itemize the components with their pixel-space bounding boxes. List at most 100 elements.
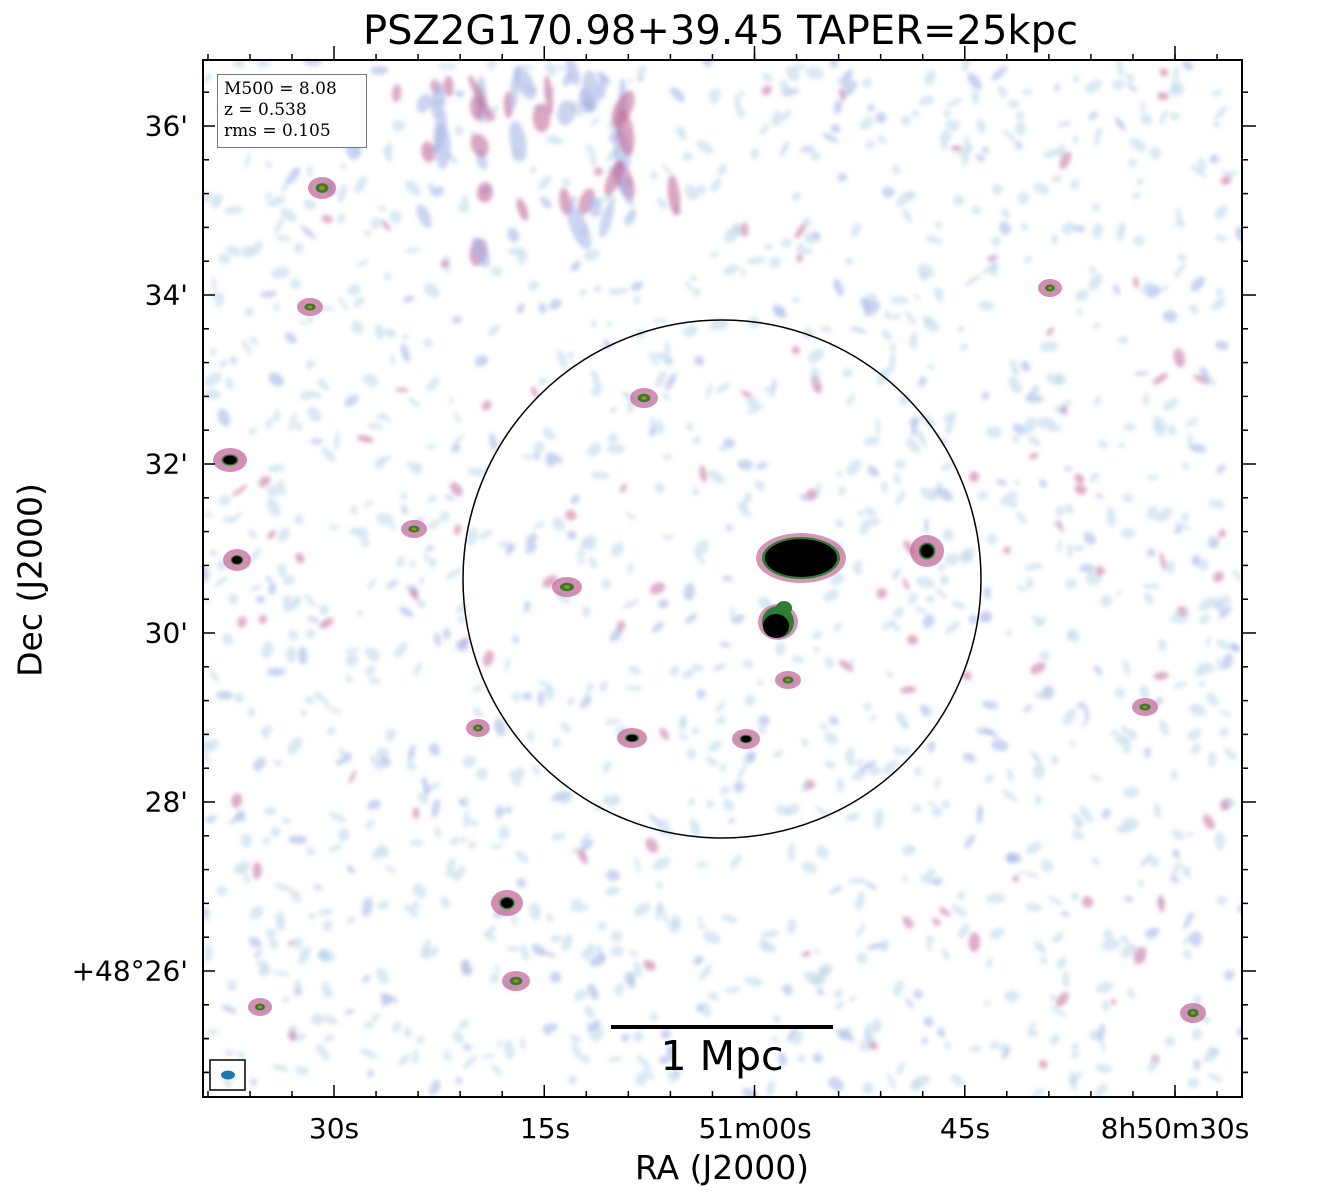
noise-blob <box>319 617 334 629</box>
noise-blob <box>1079 563 1095 573</box>
noise-blob <box>243 874 251 884</box>
noise-blob <box>772 749 784 758</box>
noise-blob <box>540 196 552 209</box>
noise-blob <box>308 912 316 920</box>
noise-blob <box>865 881 878 891</box>
noise-blob <box>1051 175 1063 183</box>
noise-blob <box>1122 493 1133 503</box>
noise-blob <box>956 891 965 900</box>
noise-blob <box>1033 762 1046 780</box>
noise-blob <box>537 690 545 707</box>
noise-blob <box>900 686 917 694</box>
noise-blob <box>285 332 297 344</box>
noise-blob <box>273 409 281 422</box>
noise-blob <box>977 491 989 500</box>
noise-blob <box>859 116 874 131</box>
noise-blob <box>989 927 1005 940</box>
noise-blob <box>589 954 607 967</box>
noise-blob <box>801 738 809 747</box>
noise-blob <box>240 833 253 848</box>
noise-blob <box>669 665 680 677</box>
noise-blob <box>696 689 706 699</box>
noise-blob <box>391 84 402 103</box>
noise-blob <box>649 427 657 437</box>
noise-blob <box>986 255 999 262</box>
noise-blob <box>277 527 291 542</box>
noise-blob <box>764 243 774 250</box>
noise-blob <box>275 235 292 242</box>
noise-blob <box>443 1049 453 1054</box>
noise-blob <box>923 1016 934 1027</box>
noise-blob <box>670 87 685 102</box>
noise-blob <box>503 806 513 814</box>
x-tick-label: 51m00s <box>698 1112 812 1145</box>
noise-blob <box>320 953 330 963</box>
noise-blob <box>440 259 449 268</box>
noise-blob <box>274 883 292 892</box>
noise-blob <box>334 430 340 451</box>
noise-blob <box>650 1012 659 1022</box>
noise-blob <box>295 422 303 431</box>
noise-blob <box>346 916 356 924</box>
noise-blob <box>1074 484 1087 495</box>
noise-blob <box>353 296 365 308</box>
noise-blob <box>659 727 670 741</box>
sidelobe-streak <box>421 141 436 163</box>
noise-blob <box>514 850 529 863</box>
noise-blob <box>1165 560 1175 574</box>
noise-blob <box>971 205 981 215</box>
noise-blob <box>311 390 322 399</box>
noise-blob <box>1211 90 1223 97</box>
sidelobe-streak <box>667 174 681 216</box>
noise-blob <box>723 264 740 275</box>
noise-blob <box>376 967 389 984</box>
noise-blob <box>280 208 297 222</box>
noise-blob <box>957 145 974 157</box>
noise-blob <box>570 494 580 505</box>
noise-blob <box>458 798 465 806</box>
noise-blob <box>1057 144 1067 159</box>
noise-blob <box>1158 639 1167 651</box>
noise-blob <box>1018 869 1024 876</box>
noise-blob <box>708 88 722 100</box>
noise-blob <box>520 944 529 962</box>
noise-blob <box>655 370 667 388</box>
noise-blob <box>788 842 795 862</box>
noise-blob <box>445 567 463 580</box>
noise-blob <box>606 443 625 454</box>
noise-blob <box>1095 493 1104 499</box>
noise-blob <box>1001 208 1011 219</box>
noise-blob <box>991 236 1001 247</box>
noise-blob <box>1137 879 1145 887</box>
noise-blob <box>1027 390 1037 403</box>
noise-blob <box>696 1003 704 1013</box>
noise-blob <box>489 432 498 451</box>
noise-blob <box>329 812 347 823</box>
noise-blob <box>328 524 341 530</box>
noise-blob <box>1074 473 1085 484</box>
noise-blob <box>1059 151 1072 170</box>
noise-blob <box>461 194 468 201</box>
noise-blob <box>662 393 671 400</box>
noise-blob <box>576 550 586 558</box>
noise-blob <box>1031 751 1041 763</box>
noise-blob <box>1229 642 1238 652</box>
noise-blob <box>1182 934 1193 945</box>
noise-blob <box>454 126 464 136</box>
noise-blob <box>1162 310 1178 323</box>
noise-blob <box>261 641 274 659</box>
noise-blob <box>1069 179 1080 190</box>
noise-blob <box>495 805 504 819</box>
noise-blob <box>1110 999 1117 1005</box>
noise-blob <box>451 316 463 324</box>
noise-blob <box>1109 730 1120 736</box>
noise-blob <box>453 1030 464 1044</box>
noise-blob <box>710 97 719 105</box>
compact-source-core <box>475 726 481 730</box>
noise-blob <box>363 229 371 237</box>
noise-blob <box>959 343 969 351</box>
x-tick-label: 30s <box>308 1112 360 1145</box>
noise-blob <box>1126 83 1138 92</box>
noise-blob <box>1123 423 1136 431</box>
noise-blob <box>602 794 618 807</box>
